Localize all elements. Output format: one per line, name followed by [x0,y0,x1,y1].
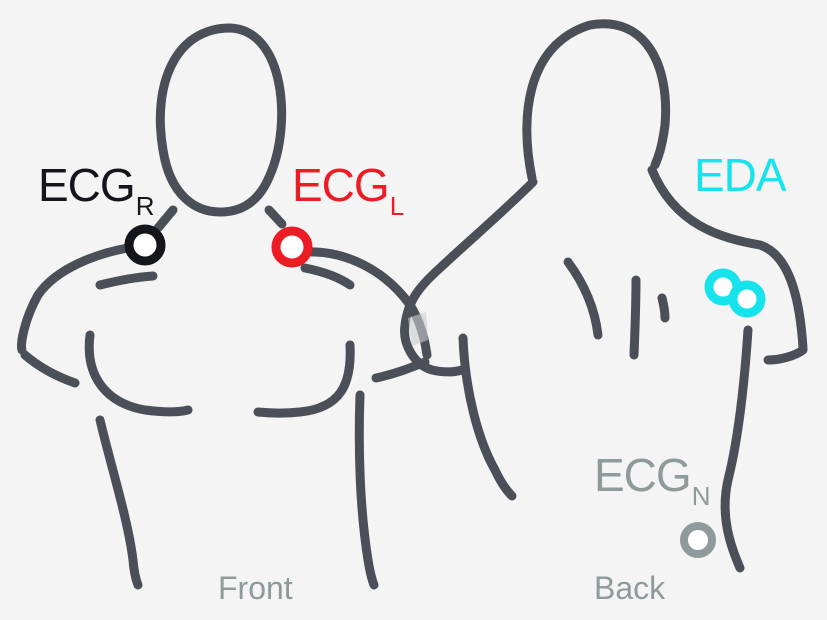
ecg-l-label-sub: L [389,191,405,221]
ecg-n-electrode [680,522,716,558]
front-left-clavicle [95,271,158,290]
front-neck-right [264,205,287,229]
front-right-chest [253,340,355,418]
ecg-n-label-main: ECG [594,449,692,501]
ecg-n-label-sub: N [691,481,711,511]
back-right-scapula [657,293,670,323]
back-right-arm [763,345,808,365]
ecg-l-electrode [271,226,313,268]
ecg-l-label-main: ECG [292,159,390,211]
front-left-chest [84,330,193,417]
back-right-shoulder [647,165,808,353]
front-right-clavicle [300,263,355,290]
back-head-outline [522,19,671,183]
front-left-arm [20,350,80,388]
front-left-side [95,415,143,590]
back-torso-outline [400,19,808,573]
ecg-r-electrode [124,224,166,266]
ecg-r-label-main: ECG [38,159,136,211]
ecg-l-label: ECGL [292,162,404,219]
back-spine [629,275,641,360]
back-left-scapula [563,257,603,340]
eda-electrode-right [728,280,766,318]
ecg-r-label-sub: R [135,191,155,221]
front-neck-left [153,205,178,233]
back-left-side [458,333,517,501]
back-caption: Back [594,570,666,606]
front-head-outline [155,23,287,217]
front-caption: Front [218,570,293,606]
front-torso-outline [17,23,432,590]
eda-label: EDA [694,149,787,201]
ecg-n-label: ECGN [594,452,710,509]
arm-overlap-shading [408,312,428,346]
eda-electrode-pair [704,268,766,318]
back-left-shoulder [400,177,538,377]
eda-label-main: EDA [694,149,787,201]
front-left-shoulder [17,241,145,355]
front-right-side [354,390,379,590]
ecg-r-label: ECGR [38,162,154,219]
back-right-side [720,325,753,573]
